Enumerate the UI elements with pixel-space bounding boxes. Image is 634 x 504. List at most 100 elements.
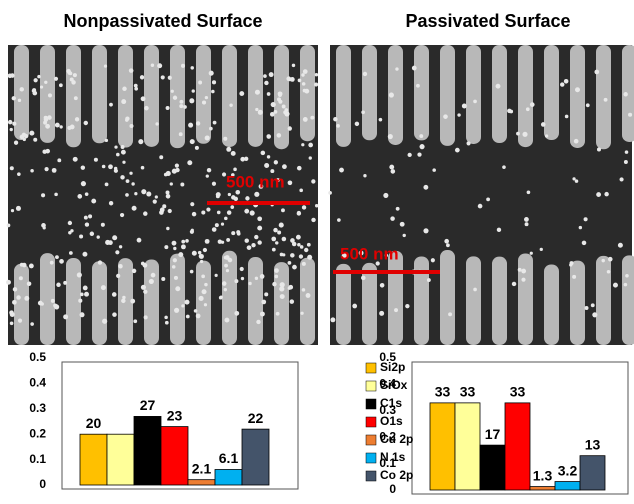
stripe	[440, 250, 455, 345]
particle	[221, 172, 227, 177]
particle	[190, 228, 194, 232]
particle	[83, 120, 89, 126]
particle	[140, 261, 145, 266]
particle	[9, 166, 14, 171]
particle	[119, 212, 125, 218]
stripe	[170, 253, 185, 345]
particle	[310, 115, 315, 120]
particle	[58, 83, 63, 88]
particle	[594, 69, 600, 75]
particle	[384, 253, 389, 258]
particle	[486, 197, 490, 202]
particle	[148, 278, 154, 285]
particle	[240, 156, 246, 162]
particle	[57, 158, 62, 163]
particle	[29, 130, 35, 136]
particle	[301, 288, 306, 292]
bar	[529, 486, 556, 491]
particle	[564, 114, 569, 119]
particle	[287, 261, 292, 265]
particle	[254, 234, 259, 240]
particle	[261, 299, 267, 305]
particle	[112, 312, 117, 317]
particle	[9, 127, 13, 132]
particle	[231, 173, 235, 177]
legend-swatch	[365, 416, 377, 428]
particle	[256, 319, 261, 325]
stripe	[388, 45, 403, 145]
particle	[215, 194, 220, 199]
particle	[299, 188, 303, 193]
particle	[122, 295, 126, 300]
particle	[273, 109, 278, 114]
stripe	[466, 45, 481, 144]
particle	[12, 287, 18, 292]
particle	[17, 318, 23, 323]
particle	[432, 168, 436, 172]
particle	[76, 272, 82, 278]
particle	[301, 205, 307, 210]
particle	[596, 147, 601, 152]
particle	[118, 245, 123, 249]
particle	[37, 74, 41, 79]
particle	[264, 80, 269, 86]
stripe	[336, 45, 351, 147]
particle	[522, 131, 528, 137]
particle	[131, 205, 137, 211]
particle	[524, 222, 529, 227]
particle	[257, 240, 262, 245]
particle	[623, 282, 628, 287]
particle	[129, 124, 134, 129]
legend-swatch	[365, 362, 377, 374]
particle	[333, 116, 338, 122]
particle	[354, 121, 360, 127]
particle	[179, 99, 184, 104]
particle	[477, 203, 483, 209]
particle	[193, 309, 198, 313]
particle	[130, 298, 136, 304]
particle	[301, 73, 305, 77]
particle	[79, 292, 84, 297]
particle	[162, 204, 167, 209]
plot-frame	[61, 361, 299, 490]
legend-swatch	[365, 470, 377, 482]
particle	[248, 281, 252, 286]
particle	[204, 95, 209, 100]
particle	[245, 196, 250, 201]
particle	[53, 76, 59, 81]
image-title: Nonpassivated Surface	[63, 11, 262, 31]
particle	[281, 236, 287, 242]
particle	[273, 227, 278, 233]
particle	[445, 243, 450, 248]
particle	[101, 164, 106, 169]
particle	[141, 189, 147, 195]
bar	[133, 416, 162, 486]
particle	[612, 282, 618, 288]
value-label: 23	[167, 407, 183, 423]
particle	[88, 214, 93, 219]
particle	[251, 242, 256, 248]
particle	[170, 89, 174, 93]
particle	[603, 97, 608, 102]
particle	[133, 319, 138, 324]
particle	[292, 264, 297, 270]
value-label: 33	[510, 384, 526, 400]
particle	[291, 241, 297, 247]
particle	[224, 255, 230, 260]
particle	[171, 265, 176, 269]
particle	[189, 139, 195, 145]
particle	[339, 167, 344, 173]
particle	[139, 75, 145, 80]
particle	[171, 240, 177, 246]
particle	[125, 116, 130, 121]
particle	[143, 211, 148, 216]
particle	[30, 322, 34, 326]
particle	[191, 211, 197, 217]
particle	[24, 295, 30, 301]
particle	[195, 313, 201, 319]
particle	[59, 259, 64, 264]
particle	[178, 252, 184, 258]
particle	[274, 274, 279, 279]
particle	[32, 88, 37, 93]
particle	[239, 266, 244, 272]
